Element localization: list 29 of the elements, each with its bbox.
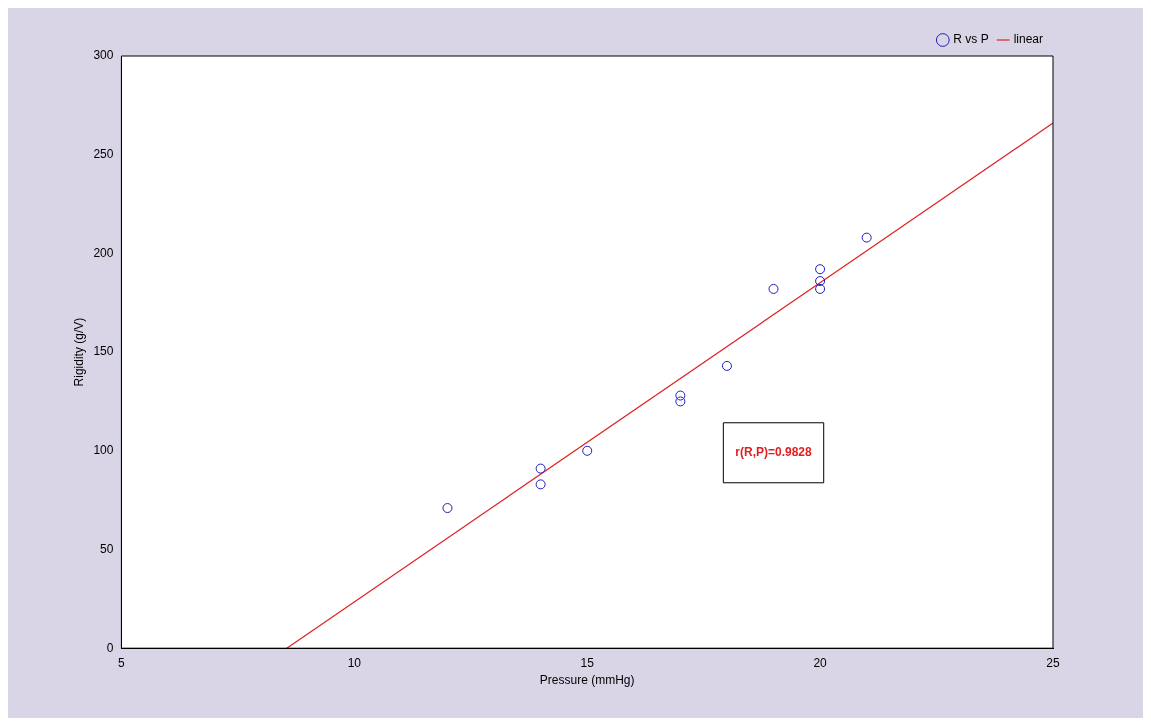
- point: [861, 232, 872, 243]
- x-tick-label: 15: [580, 655, 595, 670]
- point: [675, 396, 686, 407]
- point: [721, 360, 732, 371]
- annotation: r(R,P)=0.9828: [735, 445, 813, 460]
- x-tick-label: 25: [1046, 655, 1060, 670]
- point: [442, 503, 453, 514]
- point: [535, 463, 546, 474]
- y-tick-label: 0: [106, 640, 114, 655]
- legend-label: R vs P: [953, 32, 989, 47]
- x-tick-label: 5: [118, 655, 126, 670]
- point: [675, 390, 686, 401]
- legend-label: linear: [1013, 32, 1044, 47]
- x-tick-label: 20: [813, 655, 828, 670]
- y-tick-label: 200: [93, 245, 114, 260]
- x-tick-label: 10: [347, 655, 362, 670]
- y-tick-label: 300: [93, 48, 114, 63]
- y-tick-label: 50: [100, 541, 114, 556]
- point: [582, 445, 593, 456]
- point: [815, 283, 826, 294]
- point: [815, 276, 826, 287]
- y-tick-label: 100: [93, 443, 114, 458]
- y-tick-label: 250: [93, 147, 114, 162]
- x-axis-title: Pressure (mmHg): [539, 673, 635, 688]
- point: [815, 264, 826, 275]
- point: [535, 479, 546, 490]
- y-axis-title: Rigidity (g/V): [71, 317, 86, 387]
- point: [768, 283, 779, 294]
- y-tick-label: 150: [93, 344, 114, 359]
